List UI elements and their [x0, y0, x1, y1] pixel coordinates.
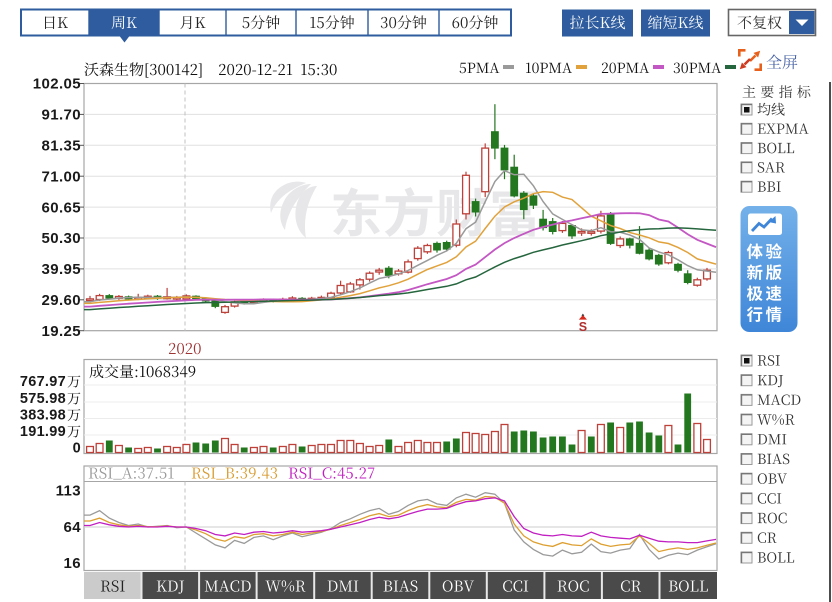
svg-text:383.98: 383.98	[20, 408, 66, 424]
svg-text:0: 0	[73, 441, 81, 457]
svg-text:102.05: 102.05	[33, 76, 81, 93]
svg-text:575.98: 575.98	[20, 391, 66, 407]
svg-text:60.65: 60.65	[41, 199, 81, 216]
svg-text:S: S	[579, 320, 587, 334]
svg-text:81.35: 81.35	[41, 138, 81, 155]
svg-text:19.25: 19.25	[41, 323, 81, 340]
svg-text:767.97: 767.97	[20, 374, 66, 390]
svg-text:191.99: 191.99	[20, 424, 66, 440]
svg-text:50.30: 50.30	[41, 230, 81, 247]
svg-text:71.00: 71.00	[41, 168, 81, 185]
svg-text:91.70: 91.70	[41, 107, 81, 124]
svg-text:113: 113	[56, 483, 81, 500]
svg-text:64: 64	[64, 519, 82, 536]
svg-text:39.95: 39.95	[41, 261, 81, 278]
svg-text:16: 16	[64, 555, 82, 572]
svg-text:29.60: 29.60	[41, 292, 81, 309]
